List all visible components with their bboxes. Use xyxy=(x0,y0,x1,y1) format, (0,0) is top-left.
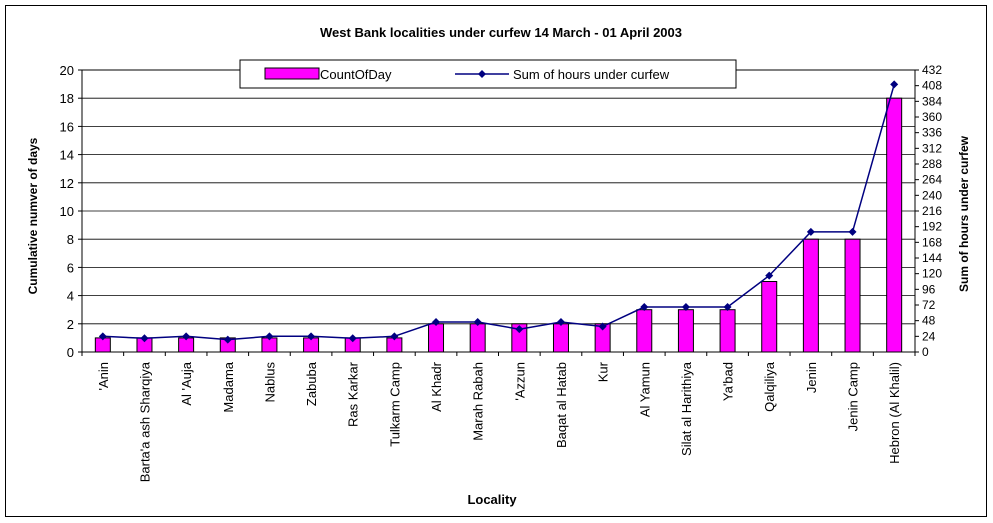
y-tick-label: 18 xyxy=(60,91,74,106)
x-tick-label: Baqat al Hatab xyxy=(554,362,569,448)
line-point xyxy=(140,334,149,343)
line-point xyxy=(307,332,316,341)
legend-label-bars: CountOfDay xyxy=(320,67,392,82)
y-tick-label: 8 xyxy=(67,232,74,247)
x-tick-label: Tulkarm Camp xyxy=(387,362,402,447)
bar xyxy=(636,309,653,353)
y-axis-title: Cumulative numver of days xyxy=(26,137,40,294)
y2-tick-label: 72 xyxy=(922,298,936,312)
x-tick-label: Al 'Auja xyxy=(179,361,194,405)
series-line xyxy=(102,84,895,341)
y2-tick-label: 312 xyxy=(922,141,942,155)
y2-tick-label: 432 xyxy=(922,63,942,77)
line-point xyxy=(98,332,107,341)
plot-area: 0246810121416182002448729612014416819221… xyxy=(60,63,943,482)
y2-tick-label: 168 xyxy=(922,235,942,249)
line-point xyxy=(432,317,441,326)
y-tick-label: 0 xyxy=(67,345,74,360)
line-point xyxy=(515,325,524,334)
y-tick-label: 2 xyxy=(67,317,74,332)
y2-tick-label: 288 xyxy=(922,157,942,171)
y2-tick-label: 144 xyxy=(922,251,942,265)
line-point xyxy=(890,80,899,89)
legend-swatch-marker xyxy=(478,70,486,78)
x-tick-label: Madama xyxy=(221,361,236,412)
bar xyxy=(886,97,903,353)
x-tick-label: Barta'a ash Sharqiya xyxy=(137,361,152,482)
y2-tick-label: 336 xyxy=(922,126,942,140)
y2-tick-label: 240 xyxy=(922,188,942,202)
line-point xyxy=(348,334,357,343)
x-tick-label: Silat al Harithiya xyxy=(679,361,694,456)
y2-tick-label: 264 xyxy=(922,173,942,187)
line-point xyxy=(848,227,857,236)
line-point xyxy=(556,317,565,326)
y2-tick-label: 384 xyxy=(922,94,942,108)
y-tick-label: 14 xyxy=(60,148,74,163)
line-point xyxy=(223,335,232,344)
x-tick-label: 'Azzun xyxy=(512,362,527,401)
x-tick-label: Marah Rabah xyxy=(471,362,486,441)
y2-tick-label: 48 xyxy=(922,314,936,328)
y-tick-label: 16 xyxy=(60,119,74,134)
y2-axis-title: Sum of hours under curfew xyxy=(957,135,971,292)
x-tick-label: Ya'bad xyxy=(721,362,736,401)
x-tick-label: 'Anin xyxy=(96,362,111,391)
bar xyxy=(802,238,819,353)
bar xyxy=(428,323,445,353)
y-tick-label: 10 xyxy=(60,204,74,219)
x-tick-label: Al Yamun xyxy=(637,362,652,417)
line-point xyxy=(806,227,815,236)
line-point xyxy=(390,332,399,341)
y-tick-label: 20 xyxy=(60,63,74,78)
y2-tick-label: 96 xyxy=(922,282,936,296)
line-point xyxy=(473,317,482,326)
x-tick-label: Ras Karkar xyxy=(346,361,361,427)
bar xyxy=(552,323,569,353)
x-tick-label: Al Khadr xyxy=(429,361,444,412)
x-tick-label: Kur xyxy=(596,361,611,382)
combo-chart: West Bank localities under curfew 14 Mar… xyxy=(26,25,971,507)
line-point xyxy=(765,271,774,280)
bar xyxy=(469,323,486,353)
line-point xyxy=(640,302,649,311)
line-point xyxy=(182,332,191,341)
y2-tick-label: 408 xyxy=(922,79,942,93)
y2-tick-label: 192 xyxy=(922,220,942,234)
bar xyxy=(677,309,694,353)
legend: CountOfDay Sum of hours under curfew xyxy=(239,59,737,89)
y-tick-label: 12 xyxy=(60,176,74,191)
legend-label-line: Sum of hours under curfew xyxy=(513,67,670,82)
line-point xyxy=(723,302,732,311)
bar xyxy=(761,281,778,353)
bar xyxy=(719,309,736,353)
bar xyxy=(844,238,861,353)
x-tick-label: Zabuba xyxy=(304,361,319,406)
y2-tick-label: 360 xyxy=(922,110,942,124)
y2-tick-label: 216 xyxy=(922,204,942,218)
legend-swatch-bars xyxy=(264,67,320,80)
chart-title: West Bank localities under curfew 14 Mar… xyxy=(320,25,682,40)
bar xyxy=(511,323,528,353)
x-axis-title: Locality xyxy=(467,492,517,507)
line-point xyxy=(265,332,274,341)
y2-tick-label: 0 xyxy=(922,345,929,359)
y-tick-label: 4 xyxy=(67,289,74,304)
x-tick-label: Nablus xyxy=(262,362,277,403)
y2-tick-label: 120 xyxy=(922,267,942,281)
line-point xyxy=(598,322,607,331)
line-point xyxy=(681,302,690,311)
x-tick-label: Qalqiliya xyxy=(762,361,777,412)
y-tick-label: 6 xyxy=(67,260,74,275)
y2-tick-label: 24 xyxy=(922,329,936,343)
x-tick-label: Hebron (Al Khalil) xyxy=(887,362,902,464)
x-tick-label: Jenin Camp xyxy=(846,362,861,431)
x-tick-label: Jenin xyxy=(804,362,819,393)
chart-frame: West Bank localities under curfew 14 Mar… xyxy=(5,5,987,517)
